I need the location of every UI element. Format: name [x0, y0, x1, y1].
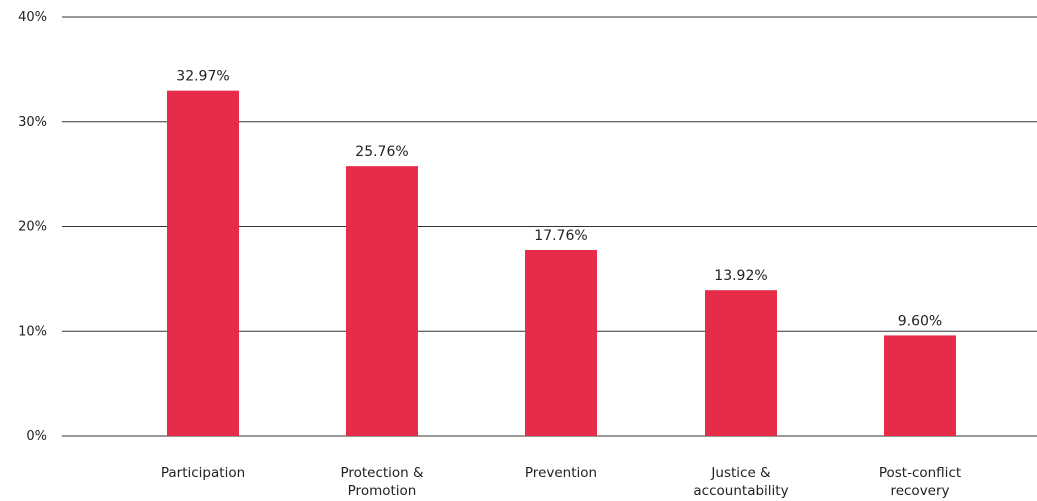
- x-category-label-line: Prevention: [525, 465, 597, 481]
- y-tick-label: 0%: [26, 429, 47, 444]
- bar: [705, 290, 777, 436]
- x-category-label: Participation: [161, 465, 245, 481]
- bar: [167, 90, 239, 436]
- data-label: 17.76%: [534, 228, 587, 244]
- data-label: 32.97%: [176, 69, 229, 85]
- x-category-label-line: Protection &: [340, 465, 424, 481]
- data-label: 13.92%: [714, 268, 767, 284]
- bar: [884, 335, 956, 436]
- x-category-label: Prevention: [525, 465, 597, 481]
- x-category-label: Post-conflict recovery: [879, 465, 961, 499]
- bar: [525, 249, 597, 436]
- x-category-label-line: Post-conflict: [879, 465, 961, 481]
- x-category-label-line: accountability: [693, 483, 788, 499]
- x-category-label-line: Justice &: [710, 465, 771, 481]
- y-tick-label: 40%: [18, 10, 47, 25]
- x-category-label-line: recovery: [890, 483, 949, 499]
- y-tick-label: 20%: [18, 220, 47, 235]
- data-label: 25.76%: [355, 144, 408, 160]
- data-label: 9.60%: [898, 313, 942, 329]
- x-category-label: Justice & accountability: [693, 465, 788, 499]
- bar: [346, 166, 418, 436]
- x-category-label-line: Promotion: [348, 483, 417, 499]
- x-category-label-line: Participation: [161, 465, 245, 481]
- label-layer: 0% 10% 20% 30% 40% 32.97% Participation 25.76% P…: [18, 10, 961, 499]
- y-tick-label: 30%: [18, 115, 47, 130]
- x-category-label: Protection & Promotion: [340, 465, 424, 499]
- bar-layer: [167, 90, 956, 436]
- y-tick-label: 10%: [18, 324, 47, 339]
